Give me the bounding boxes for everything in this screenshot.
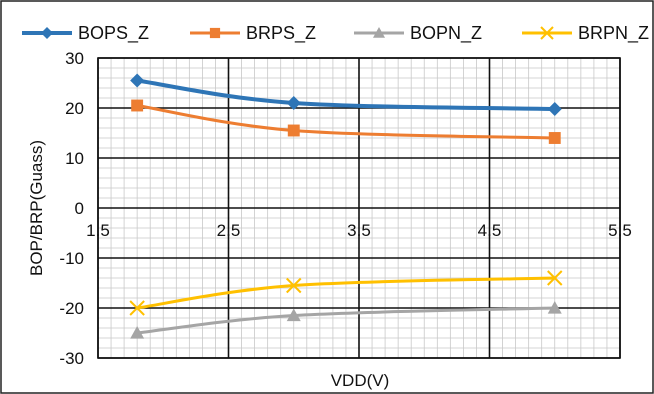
y-tick-label: -30 [59,349,84,368]
legend-label-brpn-z: BRPN_Z [578,23,649,44]
legend-marker-brps-z [209,27,221,39]
y-tick-label: 10 [65,149,84,168]
data-point-brpn-z-stroke-b [547,270,563,286]
legend-label-bopn-z: BOPN_Z [410,23,482,44]
series-line-brpn-z [135,276,557,310]
y-tick-label: -20 [59,299,84,318]
y-tick-label: 20 [65,99,84,118]
y-tick-label: 0 [75,199,84,218]
x-tick-label: 4.5 [478,221,502,240]
data-point-brpn-z-stroke-b [129,300,145,316]
data-point-bopn-z [286,308,301,322]
x-tick-label: 3.5 [347,221,371,240]
data-point-bops-z [286,96,301,110]
data-point-brps-z [131,99,144,112]
data-point-brpn-z [547,270,563,286]
legend-marker-brpn-z [540,26,554,40]
data-point-brpn-z [129,300,145,316]
data-point-brps-z [548,132,561,144]
legend-marker-brpn-z-stroke-b [540,26,554,40]
x-tick-label: 2.5 [217,221,241,240]
legend: BOPS_Z BRPS_Z BOPN_Z BRPN_Z [22,23,649,44]
legend-marker-bopn-z [373,27,385,38]
y-tick-label: 30 [65,49,84,68]
data-point-bops-z [130,73,145,88]
series-line-bopn-z [135,306,557,335]
legend-label-bops-z: BOPS_Z [78,23,149,44]
data-point-bopn-z [547,301,562,314]
y-axis-title: BOP/BRP(Guass) [27,140,46,276]
series-line-brps-z [135,104,557,140]
legend-label-brps-z: BRPS_Z [246,23,316,44]
x-tick-label: 1.5 [86,221,110,240]
data-point-brps-z [287,124,300,137]
data-point-bopn-z [130,326,145,339]
data-point-brpn-z-stroke-b [286,277,302,294]
y-tick-label: -10 [59,249,84,268]
legend-marker-bops-z [41,27,53,39]
x-axis-title: VDD(V) [331,371,390,390]
series-line-bops-z [135,78,557,111]
data-point-brpn-z [286,277,302,294]
series-layer [129,73,563,339]
tick-labels: 30 20 10 0 -10 -20 -30 1.5 2.5 3.5 4.5 5.5 [59,49,631,368]
data-point-bops-z [547,102,562,116]
x-tick-label: 5.5 [608,221,632,240]
plot-border [97,57,621,359]
